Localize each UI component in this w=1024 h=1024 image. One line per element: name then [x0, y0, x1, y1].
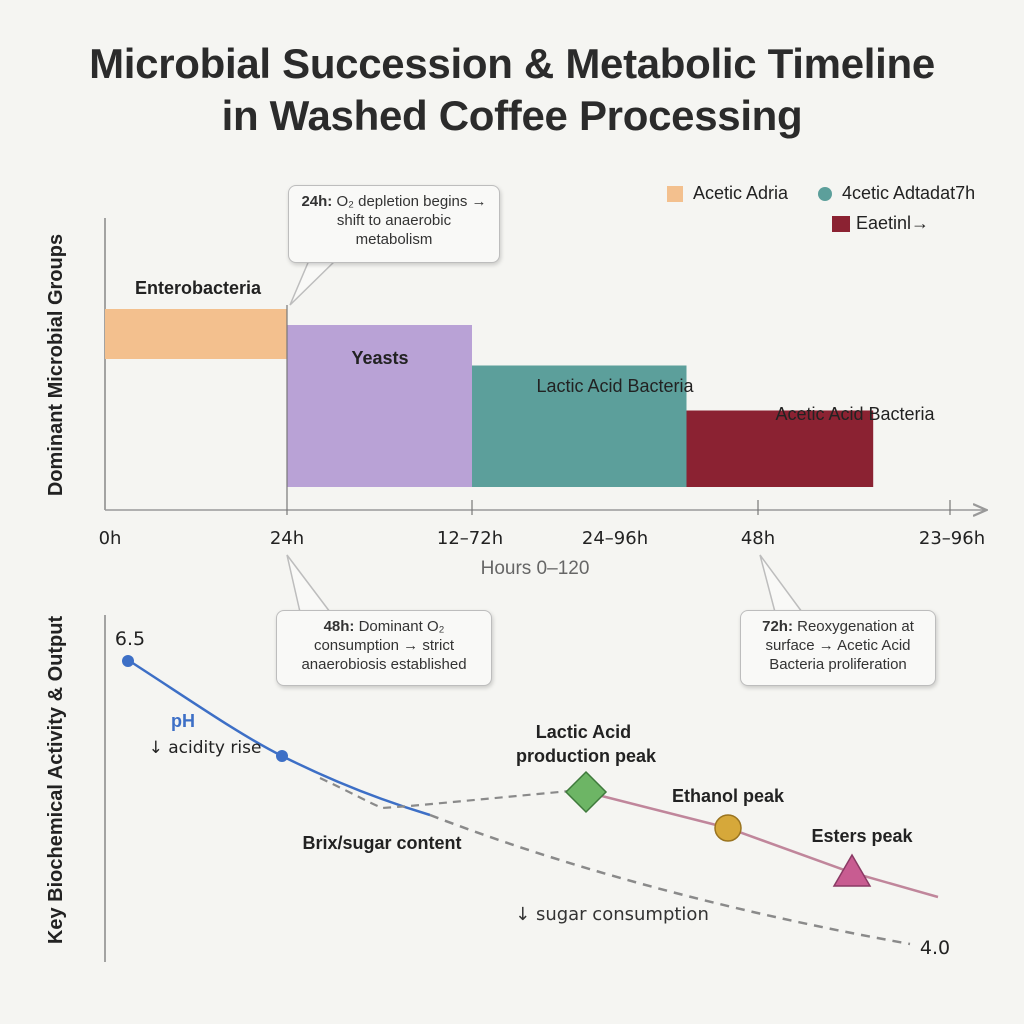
callout-1-pointer	[289, 257, 339, 306]
bar-label-acetic-acid-bacteria: Acetic Acid Bacteria	[775, 404, 935, 424]
tick-label-3: 24–96h	[582, 528, 648, 549]
top-x-axis-title: Hours 0–120	[481, 558, 590, 579]
callout-48h-time: 48h:	[323, 618, 355, 635]
ph-note: ↓ acidity rise	[149, 738, 262, 758]
y-end-value: 4.0	[920, 937, 950, 959]
bar-label-yeasts: Yeasts	[351, 348, 408, 368]
brix-note: ↓ sugar consumption	[515, 904, 709, 925]
bar-label-lactic-acid-bacteria: Lactic Acid Bacteria	[536, 376, 694, 396]
lactic-acid-peak-label: Lactic Acid production peak	[516, 722, 657, 766]
brix-line-upper	[319, 777, 571, 810]
callout-72h-time: 72h:	[762, 618, 793, 635]
ethanol-marker	[714, 814, 742, 842]
tick-label-5: 23–96h	[919, 528, 985, 549]
legend-item-2: 4cetic Adtadat7h	[818, 183, 975, 204]
callout-48h-text: Dominant O₂ consumption → strict anaerob…	[301, 618, 467, 673]
lactic-acid-marker	[564, 770, 608, 814]
legend-label-2: 4cetic Adtadat7h	[842, 183, 976, 203]
legend-item-1: Acetic Adria	[667, 183, 788, 204]
brix-label: Brix/sugar content	[302, 833, 461, 853]
bar-enterobacteria	[105, 309, 287, 359]
legend-swatch-square-icon	[667, 186, 683, 203]
callout-24h-time: 24h:	[301, 193, 333, 210]
tick-label-2: 12–72h	[437, 528, 503, 549]
y-top-value: 6.5	[115, 628, 145, 650]
title-line-2: in Washed Coffee Processing	[221, 92, 803, 139]
esters-marker	[832, 853, 872, 887]
bar-lactic-acid-bacteria	[472, 365, 687, 487]
callout-24h: 24h: O₂ depletion begins → shift to anae…	[288, 185, 500, 263]
bar-label-enterobacteria: Enterobacteria	[135, 278, 262, 298]
ph-label: pH	[171, 711, 195, 731]
ph-start-point	[122, 655, 134, 667]
tick-label-0: 0h	[99, 528, 122, 549]
callout-72h-text: Reoxygenation at surface → Acetic Acid B…	[765, 618, 914, 673]
title-line-1: Microbial Succession & Metabolic Timelin…	[89, 40, 935, 87]
top-y-axis-title: Dominant Microbial Groups	[45, 234, 67, 496]
bar-acetic-acid-bacteria	[686, 410, 874, 487]
legend-label-1: Acetic Adria	[693, 183, 789, 203]
callout-48h: 48h: Dominant O₂ consumption → strict an…	[276, 610, 492, 686]
esters-peak-label: Esters peak	[811, 826, 913, 846]
legend-label-3: Eaetinl→	[856, 213, 930, 233]
callout-72h: 72h: Reoxygenation at surface → Acetic A…	[740, 610, 936, 686]
ph-mid-point	[276, 750, 288, 762]
legend-item-3: Eaetinl→	[832, 213, 929, 234]
brix-line	[429, 813, 911, 946]
ethanol-peak-label: Ethanol peak	[672, 786, 785, 806]
legend-swatch-square-icon	[832, 216, 850, 233]
metabolite-line	[585, 790, 939, 899]
legend-swatch-circle-icon	[818, 187, 832, 202]
callout-2-pointer	[286, 554, 331, 613]
bar-yeasts	[287, 325, 472, 487]
callout-3-pointer	[759, 554, 803, 613]
page-title: Microbial Succession & Metabolic Timelin…	[0, 38, 1024, 142]
callout-24h-text: O₂ depletion begins → shift to anaerobic…	[336, 193, 487, 248]
bottom-y-axis-title: Key Biochemical Activity & Output	[45, 616, 67, 945]
tick-label-4: 48h	[741, 528, 775, 549]
tick-label-1: 24h	[270, 528, 304, 549]
